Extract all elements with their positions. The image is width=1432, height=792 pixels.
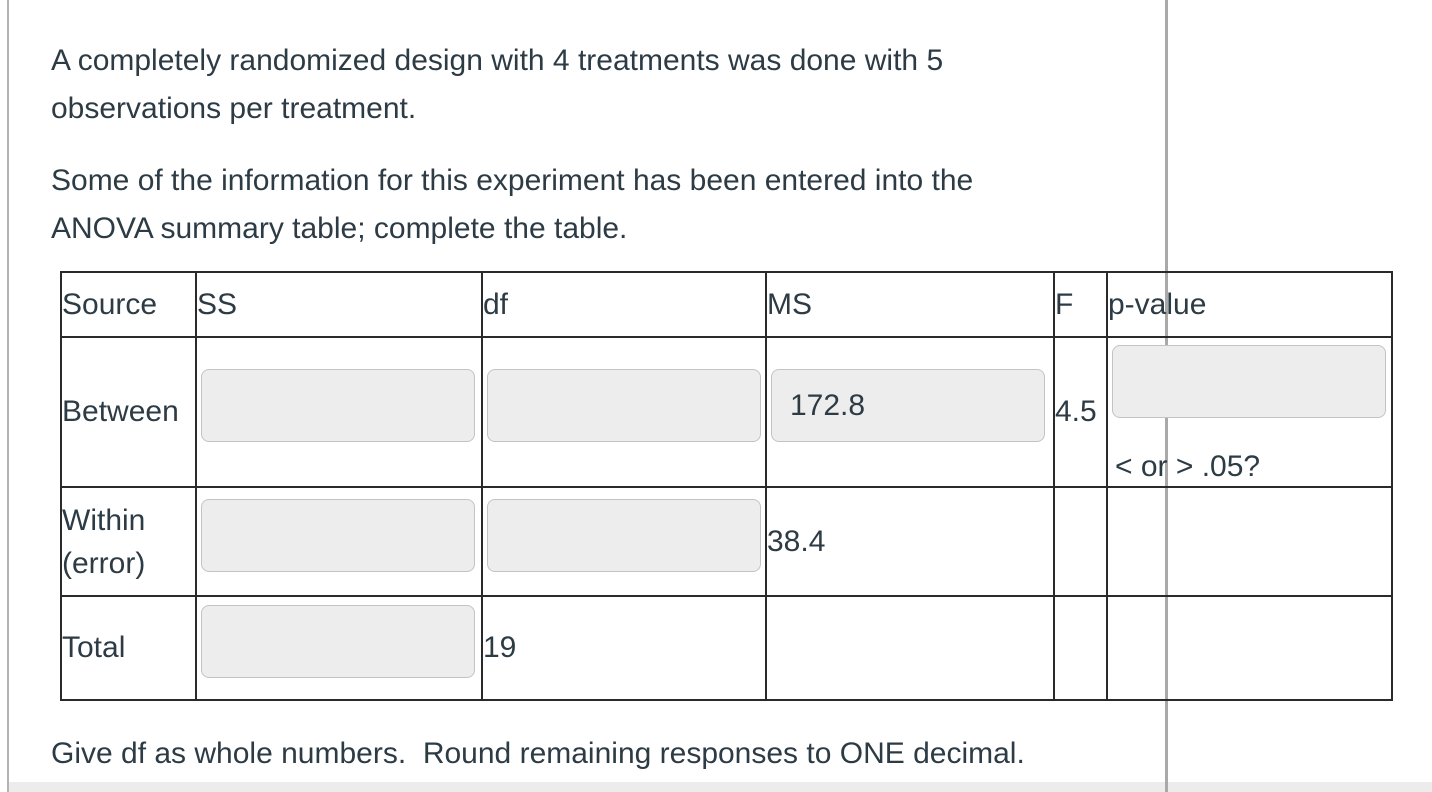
between-ss-input[interactable] (201, 369, 475, 442)
row-label-within: Within (error) (60, 486, 197, 597)
row-label-between: Between (60, 336, 197, 488)
between-f-value: 4.5 (1053, 336, 1108, 488)
within-df-cell (481, 486, 767, 597)
total-ss-input[interactable] (201, 605, 475, 678)
within-df-input[interactable] (487, 498, 761, 572)
within-ss-cell (195, 486, 483, 597)
between-ss-cell (195, 336, 483, 488)
total-ms-cell (765, 595, 1055, 701)
p-value-hint: < or > .05? (1115, 449, 1261, 483)
total-ss-cell (195, 595, 483, 701)
total-p-cell (1106, 595, 1393, 701)
anova-table: Source SS df MS F p-value Between 4.5 < … (60, 271, 1393, 701)
between-ms-input[interactable] (771, 369, 1045, 442)
table-row-total: Total 19 (60, 595, 1393, 701)
total-f-cell (1053, 595, 1108, 701)
header-p-value: p-value (1106, 271, 1393, 338)
between-ms-cell (765, 336, 1055, 488)
page-left-border (7, 0, 9, 792)
header-ms: MS (765, 271, 1055, 338)
next-section-edge (9, 782, 1432, 792)
header-f: F (1053, 271, 1108, 338)
header-ss: SS (195, 271, 483, 338)
answer-format-instruction: Give df as whole numbers. Round remainin… (51, 737, 1025, 770)
between-p-cell: < or > .05? (1106, 336, 1393, 488)
within-f-cell (1053, 486, 1108, 597)
row-label-total: Total (60, 595, 197, 701)
within-ss-input[interactable] (201, 498, 475, 572)
between-df-cell (481, 336, 767, 488)
header-df: df (481, 271, 767, 338)
question-paragraph-2: Some of the information for this experim… (51, 164, 974, 245)
between-df-input[interactable] (487, 369, 761, 442)
question-paragraph-1: A completely randomized design with 4 tr… (51, 44, 944, 125)
total-df-value: 19 (481, 595, 767, 701)
within-p-cell (1106, 486, 1393, 597)
within-ms-value: 38.4 (765, 486, 1055, 597)
table-row-within: Within (error) 38.4 (60, 486, 1393, 597)
between-p-input[interactable] (1112, 344, 1386, 418)
header-source: Source (60, 271, 197, 338)
table-row-between: Between 4.5 < or > .05? (60, 336, 1393, 488)
table-header-row: Source SS df MS F p-value (60, 271, 1393, 338)
